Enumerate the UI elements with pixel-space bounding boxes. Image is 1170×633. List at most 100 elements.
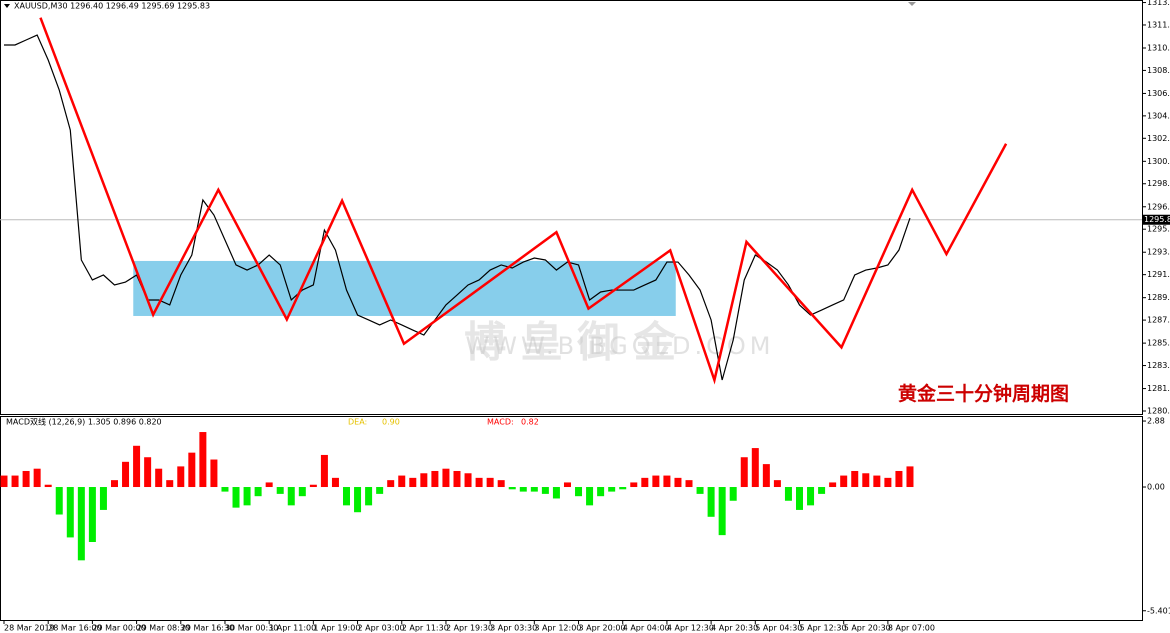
current-price-box bbox=[1142, 214, 1170, 225]
macd-bar bbox=[420, 473, 428, 488]
macd-bar bbox=[718, 487, 726, 536]
x-tick-label: 3 Apr 20:00 bbox=[579, 624, 626, 633]
macd-bar bbox=[0, 475, 8, 488]
macd-bar bbox=[884, 477, 892, 488]
x-tick-label: 5 Apr 12:30 bbox=[799, 624, 846, 633]
y-tick-label: 2.88 bbox=[1147, 417, 1165, 426]
macd-bar bbox=[431, 470, 439, 488]
macd-bar bbox=[773, 480, 781, 488]
x-tick-label: 4 Apr 12:30 bbox=[667, 624, 714, 633]
macd-bar bbox=[287, 487, 295, 506]
y-tick-label: 1308.15 bbox=[1147, 66, 1170, 75]
price-frame bbox=[0, 0, 1143, 415]
macd-bar bbox=[66, 487, 74, 538]
y-tick-label: 1283.80 bbox=[1147, 361, 1170, 370]
macd-bar bbox=[376, 487, 384, 494]
menu-arrow[interactable] bbox=[4, 4, 10, 8]
macd-bar bbox=[851, 470, 859, 488]
symbol-header: XAUUSD,M30 1296.40 1296.49 1295.69 1295.… bbox=[14, 2, 210, 11]
macd-bar bbox=[740, 457, 748, 488]
macd-bar bbox=[608, 487, 616, 492]
macd-bar bbox=[873, 475, 881, 488]
y-tick-label: 1296.90 bbox=[1147, 202, 1170, 211]
y-tick-label: 1313.75 bbox=[1147, 0, 1170, 7]
y-tick-label: 1295.05 bbox=[1147, 225, 1170, 234]
macd-bar bbox=[807, 487, 815, 506]
y-tick-label: 1287.55 bbox=[1147, 316, 1170, 325]
macd-bar bbox=[265, 482, 273, 488]
macd-bar bbox=[232, 487, 240, 508]
macd-bar bbox=[597, 487, 605, 497]
y-tick-label: 1304.40 bbox=[1147, 111, 1170, 120]
macd-bar bbox=[343, 487, 351, 506]
macd-bar bbox=[354, 487, 362, 513]
macd-bar bbox=[486, 477, 494, 488]
macd-bar bbox=[210, 459, 218, 488]
x-tick-label: 3 Apr 12:00 bbox=[534, 624, 581, 633]
macd-bar bbox=[298, 487, 306, 497]
macd-bar bbox=[729, 487, 737, 501]
macd-bar bbox=[77, 487, 85, 561]
macd-bar bbox=[475, 477, 483, 488]
macd-bar bbox=[552, 487, 560, 499]
macd-bar bbox=[44, 484, 52, 488]
macd-bar bbox=[254, 487, 262, 497]
macd-bar bbox=[243, 487, 251, 506]
y-tick-label: 1285.65 bbox=[1147, 339, 1170, 348]
x-tick-label: 2 Apr 19:30 bbox=[446, 624, 493, 633]
y-tick-label: 1281.90 bbox=[1147, 384, 1170, 393]
y-tick-label: 1291.30 bbox=[1147, 270, 1170, 279]
macd-bar bbox=[508, 487, 516, 490]
macd-title: MACD双线 (12,26,9) 1.305 0.896 0.820 bbox=[6, 417, 162, 427]
y-tick-label: 1306.25 bbox=[1147, 89, 1170, 98]
x-tick-label: 1 Apr 19:00 bbox=[313, 624, 360, 633]
macd-bar bbox=[110, 480, 118, 488]
macd-bar bbox=[133, 445, 141, 488]
macd-bar bbox=[398, 475, 406, 488]
x-tick-label: 2 Apr 03:00 bbox=[358, 624, 405, 633]
macd-bar bbox=[840, 475, 848, 488]
price-line bbox=[4, 34, 911, 381]
macd-bar bbox=[652, 475, 660, 488]
macd-bar bbox=[276, 487, 284, 494]
readout-value: 0.82 bbox=[521, 418, 539, 427]
macd-bar bbox=[563, 482, 571, 488]
x-tick-label: 28 Mar 16:00 bbox=[48, 624, 101, 633]
x-tick-label: 29 Mar 00:00 bbox=[92, 624, 145, 633]
macd-bar bbox=[199, 432, 207, 488]
macd-bar bbox=[309, 484, 317, 488]
macd-bar bbox=[22, 470, 30, 488]
macd-bar bbox=[895, 470, 903, 488]
y-tick-label: 0.00 bbox=[1147, 483, 1165, 492]
macd-frame bbox=[0, 416, 1143, 621]
macd-bar bbox=[177, 466, 185, 488]
y-tick-label: 1280.05 bbox=[1147, 407, 1170, 416]
macd-bar bbox=[906, 466, 914, 488]
macd-bar bbox=[586, 487, 594, 506]
scroll-arrow[interactable] bbox=[908, 2, 916, 6]
watermark-site: WWW.BIBGOLD.COM bbox=[466, 332, 775, 360]
macd-bar bbox=[122, 461, 130, 488]
macd-bar bbox=[519, 487, 527, 492]
y-tick-label: 1302.55 bbox=[1147, 134, 1170, 143]
macd-bar bbox=[630, 482, 638, 488]
y-tick-label: 1289.40 bbox=[1147, 293, 1170, 302]
x-tick-label: 29 Mar 16:30 bbox=[181, 624, 234, 633]
macd-bar bbox=[784, 487, 792, 501]
x-tick-label: 5 Apr 04:30 bbox=[755, 624, 802, 633]
x-tick-label: 30 Mar 00:30 bbox=[225, 624, 278, 633]
macd-bar bbox=[99, 487, 107, 510]
macd-bar bbox=[155, 468, 163, 488]
macd-bar bbox=[818, 487, 826, 494]
macd-bar bbox=[696, 487, 704, 494]
readout-label: MACD: bbox=[487, 418, 514, 427]
x-tick-label: 5 Apr 20:30 bbox=[844, 624, 891, 633]
macd-bar bbox=[221, 487, 229, 492]
macd-bar bbox=[88, 487, 96, 543]
y-tick-label: -5.401 bbox=[1147, 606, 1170, 615]
macd-bar bbox=[320, 454, 328, 488]
macd-bar bbox=[619, 487, 627, 490]
macd-bar bbox=[331, 477, 339, 488]
macd-bar bbox=[663, 475, 671, 488]
